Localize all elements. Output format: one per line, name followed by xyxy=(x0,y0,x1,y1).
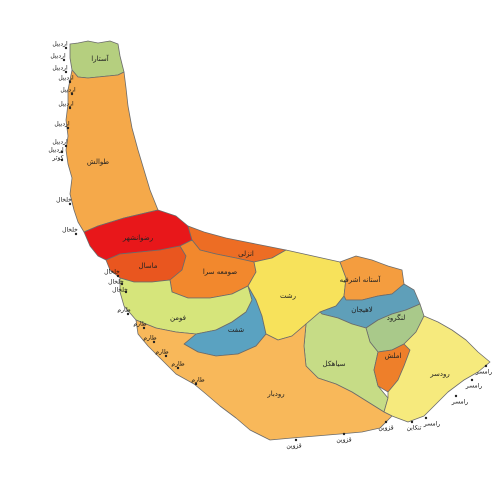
region-rudsar[interactable] xyxy=(383,315,491,423)
label-someesara: صومعه سرا xyxy=(203,268,237,276)
place-dot xyxy=(64,144,68,148)
label-siahkal: سیاهکل xyxy=(323,360,346,368)
coast-label: خلخال xyxy=(108,279,124,286)
coast-label: خلخال xyxy=(112,287,128,294)
label-rasht: رشت xyxy=(280,292,296,300)
place-dot xyxy=(62,58,66,62)
place-dot xyxy=(142,326,146,330)
place-dot xyxy=(176,366,180,370)
label-talesh: طوالش xyxy=(87,158,110,166)
place-dot xyxy=(116,274,120,278)
label-langarud: لنگرود xyxy=(387,313,405,322)
coast-label: تنکابن xyxy=(407,425,422,432)
coast-label: طارم xyxy=(133,321,146,328)
place-dot xyxy=(68,106,72,110)
label-fuman: فومن xyxy=(170,314,186,322)
place-dot xyxy=(66,126,70,130)
coast-label: رامسر xyxy=(475,369,493,376)
coast-label: رامسر xyxy=(451,399,469,406)
place-dot xyxy=(64,70,68,74)
coast-label: طارم xyxy=(117,307,130,314)
coast-label: اردبیل xyxy=(50,53,66,60)
coast-label: اردبیل xyxy=(52,65,68,72)
label-astaneh: آستانه اشرفیه xyxy=(340,275,382,284)
label-rudsar: رودسر xyxy=(429,370,450,378)
label-anzali: انزلی xyxy=(238,250,254,258)
coast-label: قزوین xyxy=(286,443,301,450)
label-rudbar: رودبار xyxy=(266,390,284,398)
place-dot xyxy=(424,416,428,420)
place-dot xyxy=(194,382,198,386)
coast-label: طارم xyxy=(155,349,168,356)
coast-label: اردبیل xyxy=(60,87,76,94)
place-dot xyxy=(68,80,72,84)
place-dot xyxy=(342,432,346,436)
coast-label: اردبیل xyxy=(58,101,74,108)
place-dot xyxy=(120,282,124,286)
place-dot xyxy=(60,150,64,154)
place-dot xyxy=(152,340,156,344)
coast-label: اردبیل xyxy=(54,121,70,128)
coast-label: خلخال xyxy=(104,269,120,276)
coast-label: قزوین xyxy=(336,437,351,444)
label-amlash: املش xyxy=(385,352,402,360)
coast-label: قزوین xyxy=(378,425,393,432)
place-dot xyxy=(126,312,130,316)
label-masal: ماسال xyxy=(139,262,158,270)
region-talesh[interactable] xyxy=(65,69,159,233)
coast-label: اردبیل xyxy=(48,147,64,154)
coast-label: طارم xyxy=(171,361,184,368)
place-dot xyxy=(384,420,388,424)
coast-label: رامسر xyxy=(423,421,441,428)
label-rezvanshahr: رضوانشهر xyxy=(122,234,153,242)
place-dot xyxy=(484,364,488,368)
place-dot xyxy=(124,290,128,294)
place-dot xyxy=(294,438,298,442)
coast-label: اردبیل xyxy=(52,139,68,146)
coast-label: طارم xyxy=(143,335,156,342)
label-astara: آستارا xyxy=(91,54,109,63)
place-dot xyxy=(470,378,474,382)
coast-label: اردبیل xyxy=(52,41,68,48)
place-dot xyxy=(164,354,168,358)
place-dot xyxy=(64,46,68,50)
coast-label: رامسر xyxy=(465,383,483,390)
coast-label: طارم xyxy=(191,377,204,384)
place-dot xyxy=(60,158,64,162)
region-rudbar[interactable] xyxy=(135,319,393,441)
coast-label: اردبیل xyxy=(58,75,74,82)
label-lahijan: لاهیجان xyxy=(351,306,373,314)
coast-label: خلخال xyxy=(62,227,78,234)
place-dot xyxy=(454,394,458,398)
place-dot xyxy=(68,202,72,206)
place-dot xyxy=(70,92,74,96)
label-shaft: شفت xyxy=(228,326,244,334)
coast-label: خلخال xyxy=(56,197,72,204)
coast-label-group: اردبیل اردبیل اردبیل اردبیل اردبیل اردبی… xyxy=(48,41,492,450)
place-dot xyxy=(410,420,414,424)
place-dot xyxy=(74,232,78,236)
coast-label: کوثر xyxy=(52,155,64,162)
